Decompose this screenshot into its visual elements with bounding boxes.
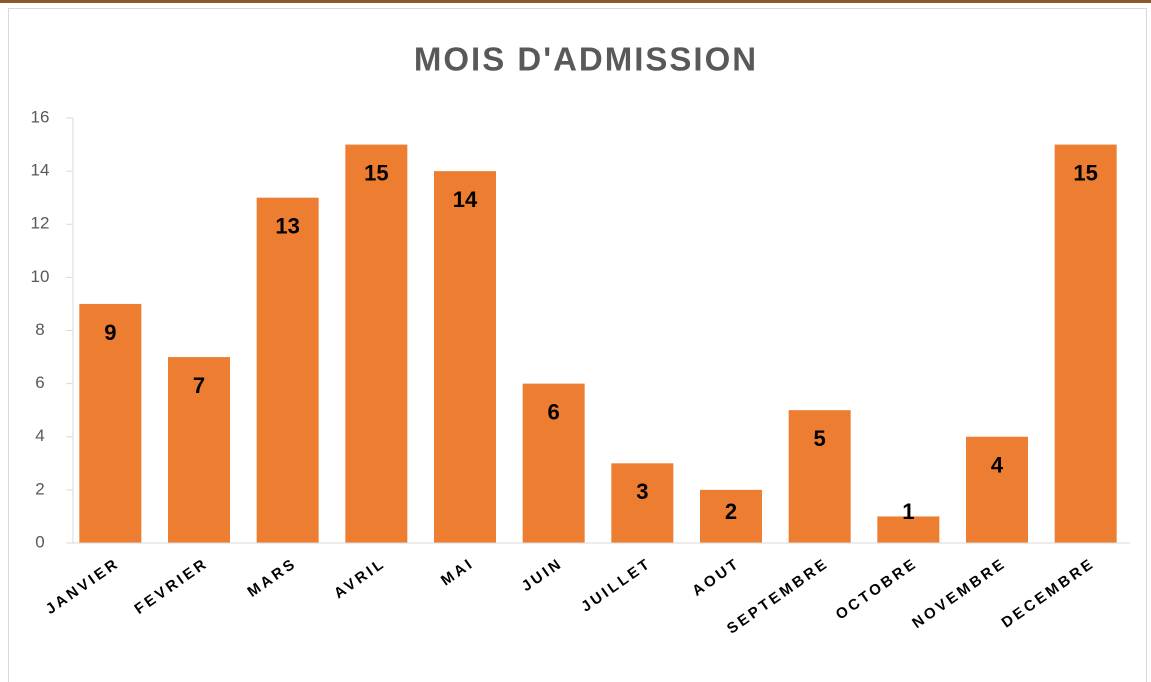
y-tick-label: 10 <box>31 267 50 286</box>
y-tick-label: 12 <box>31 214 50 233</box>
y-tick-label: 14 <box>31 161 50 180</box>
data-label: 3 <box>636 479 648 504</box>
x-tick-label: OCTOBRE <box>833 555 921 624</box>
data-label: 4 <box>991 453 1004 478</box>
chart-frame <box>8 8 1147 682</box>
x-tick-label: DECEMBRE <box>999 555 1099 632</box>
bar <box>256 197 319 543</box>
bar <box>788 410 851 543</box>
bar <box>1054 144 1117 543</box>
bar <box>168 357 230 543</box>
data-label: 13 <box>275 214 299 239</box>
x-tick-label: AVRIL <box>331 555 389 603</box>
y-tick-label: 4 <box>35 426 44 445</box>
x-tick-label: MARS <box>244 555 300 601</box>
y-tick-label: 2 <box>35 479 44 498</box>
data-label: 6 <box>548 399 560 424</box>
x-tick-label: MAI <box>438 555 478 590</box>
data-label: 5 <box>814 426 826 451</box>
bar <box>79 303 142 543</box>
x-tick-label: NOVEMBRE <box>909 555 1009 632</box>
data-label: 15 <box>364 160 388 185</box>
top-border <box>0 0 1151 3</box>
y-tick-label: 6 <box>35 373 44 392</box>
x-tick-label: JUILLET <box>578 555 655 616</box>
data-label: 15 <box>1073 160 1097 185</box>
bar <box>611 463 674 543</box>
chart-title: MOIS D'ADMISSION <box>414 41 758 78</box>
data-label: 14 <box>453 187 478 212</box>
bar <box>522 383 585 543</box>
data-label: 1 <box>902 499 914 524</box>
x-tick-label: AOUT <box>689 555 743 600</box>
x-tick-label: FEVRIER <box>131 555 211 618</box>
data-label: 7 <box>193 373 205 398</box>
bar <box>966 436 1028 543</box>
y-tick-label: 16 <box>31 107 50 126</box>
y-tick-label: 8 <box>35 320 44 339</box>
bar <box>700 489 762 543</box>
bar <box>877 516 940 543</box>
data-label: 2 <box>725 499 737 524</box>
y-tick-label: 0 <box>35 532 44 551</box>
x-tick-label: JUIN <box>519 555 567 595</box>
bar <box>434 171 496 543</box>
data-label: 9 <box>104 320 116 345</box>
x-tick-label: JANVIER <box>43 555 123 618</box>
bar <box>345 144 408 543</box>
